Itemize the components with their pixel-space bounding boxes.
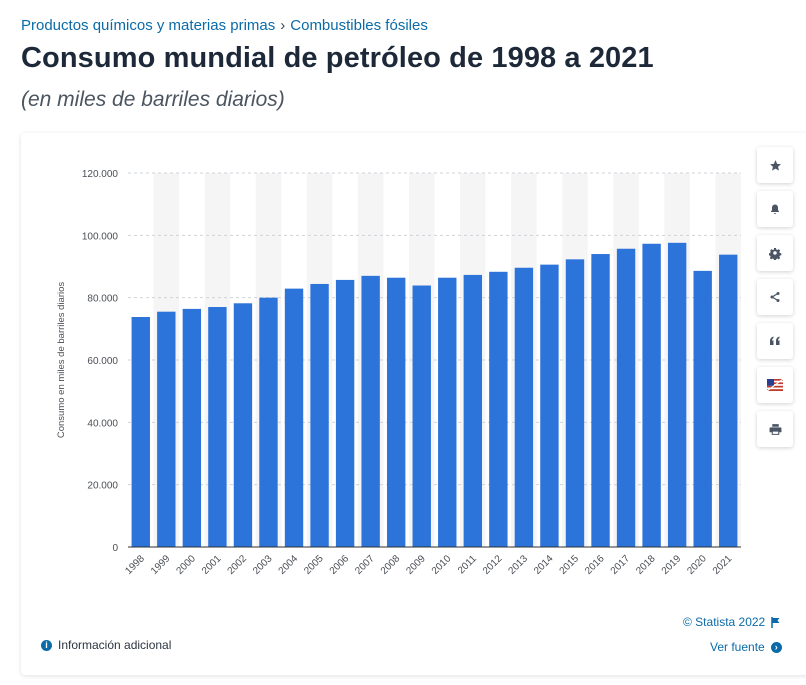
bar xyxy=(412,285,431,547)
y-tick-label: 40.000 xyxy=(87,418,118,429)
bar xyxy=(310,283,329,547)
cite-button[interactable] xyxy=(757,323,793,359)
x-tick-label: 2008 xyxy=(379,553,403,577)
bar xyxy=(693,270,712,547)
x-tick-label: 2015 xyxy=(558,553,582,577)
additional-info-label: Información adicional xyxy=(58,638,172,652)
y-tick-label: 120.000 xyxy=(82,169,119,180)
bar xyxy=(131,316,150,547)
bar xyxy=(157,311,176,547)
x-tick-label: 2013 xyxy=(507,553,531,577)
bar xyxy=(540,264,559,547)
breadcrumb-link-fossil-fuels[interactable]: Combustibles fósiles xyxy=(290,17,428,34)
x-tick-label: 2003 xyxy=(251,553,275,577)
arrow-circle-icon: › xyxy=(770,641,782,653)
print-button[interactable] xyxy=(757,411,793,447)
bar xyxy=(182,308,202,547)
y-tick-label: 0 xyxy=(112,543,118,554)
bar xyxy=(514,267,534,547)
bar xyxy=(667,242,687,547)
favorite-button[interactable] xyxy=(757,147,793,183)
additional-info-link[interactable]: i Información adicional xyxy=(41,638,171,652)
x-tick-label: 2000 xyxy=(174,553,198,577)
x-tick-label: 2012 xyxy=(481,553,505,577)
y-axis-title: Consumo en miles de barriles diarios xyxy=(56,282,67,439)
bar xyxy=(438,277,457,547)
bell-icon xyxy=(771,204,779,214)
x-tick-label: 2006 xyxy=(328,553,352,577)
x-tick-label: 1999 xyxy=(149,553,173,577)
bar xyxy=(489,271,508,547)
x-tick-label: 2004 xyxy=(277,553,301,577)
x-tick-label: 1998 xyxy=(123,553,147,577)
bar-chart: 0 20.000 40.000 60.000 80.000 100.000 120.000 1… xyxy=(56,169,741,577)
y-tick-label: 60.000 xyxy=(87,356,118,367)
copyright[interactable]: © Statista 2022 xyxy=(683,615,781,629)
x-tick-label: 2020 xyxy=(685,553,709,577)
bar xyxy=(642,243,661,547)
bar xyxy=(233,303,253,547)
star-icon xyxy=(769,159,781,171)
bar xyxy=(616,248,636,548)
gear-icon xyxy=(768,247,781,260)
source-link-label: Ver fuente xyxy=(710,640,765,654)
bar xyxy=(208,307,227,547)
x-tick-label: 2002 xyxy=(226,553,250,577)
page-title: Consumo mundial de petróleo de 1998 a 20… xyxy=(21,42,654,74)
bar xyxy=(719,254,738,547)
bar xyxy=(335,279,355,547)
bar xyxy=(386,277,406,547)
x-tick-label: 2019 xyxy=(660,553,684,577)
x-tick-label: 2016 xyxy=(583,553,607,577)
chart-card: 0 20.000 40.000 60.000 80.000 100.000 120.000 1… xyxy=(21,133,806,675)
settings-button[interactable] xyxy=(757,235,793,271)
bar xyxy=(361,275,380,547)
x-tick-label: 2011 xyxy=(456,553,479,576)
flag-report-icon xyxy=(771,616,780,628)
x-tick-label: 2014 xyxy=(532,553,556,577)
x-tick-label: 2021 xyxy=(711,553,735,577)
bar xyxy=(565,259,585,547)
y-tick-label: 100.000 xyxy=(82,231,119,242)
copyright-text: © Statista 2022 xyxy=(683,615,766,629)
x-tick-label: 2010 xyxy=(430,553,454,577)
x-tick-label: 2001 xyxy=(200,553,224,577)
source-link[interactable]: Ver fuente › xyxy=(710,640,782,654)
x-tick-label: 2007 xyxy=(353,553,377,577)
quote-icon xyxy=(770,336,780,345)
print-icon xyxy=(769,423,781,435)
share-button[interactable] xyxy=(757,279,793,315)
info-icon: i xyxy=(41,639,52,651)
chart-toolbar xyxy=(757,147,793,447)
bar xyxy=(284,288,304,547)
x-tick-label: 2005 xyxy=(302,553,326,577)
breadcrumb: Productos químicos y materias primas › Com… xyxy=(21,17,428,34)
x-tick-label: 2009 xyxy=(404,553,428,577)
y-tick-label: 20.000 xyxy=(87,481,118,492)
alert-button[interactable] xyxy=(757,191,793,227)
x-tick-label: 2017 xyxy=(609,553,633,577)
flag-icon xyxy=(767,379,783,391)
bar xyxy=(259,297,278,547)
language-button[interactable] xyxy=(757,367,793,403)
y-tick-label: 80.000 xyxy=(87,294,118,305)
share-icon xyxy=(770,292,780,302)
bar xyxy=(463,274,483,547)
breadcrumb-link-chemicals[interactable]: Productos químicos y materias primas xyxy=(21,17,276,34)
page-subtitle: (en miles de barriles diarios) xyxy=(21,88,285,111)
bar xyxy=(591,254,610,547)
x-tick-label: 2018 xyxy=(634,553,658,577)
breadcrumb-separator: › xyxy=(280,17,286,34)
